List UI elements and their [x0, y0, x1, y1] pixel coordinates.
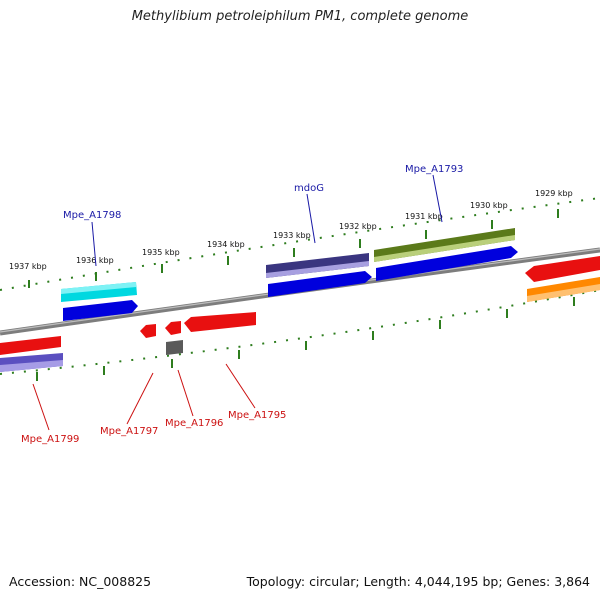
gene-mpe-a1796[interactable]	[165, 321, 181, 335]
accession-text: Accession: NC_008825	[9, 574, 152, 589]
gene-label-mpe-a1797[interactable]: Mpe_A1797	[100, 426, 158, 437]
gene-cds-forward[interactable]	[376, 246, 518, 281]
gene-label-mpe-a1793[interactable]: Mpe_A1793	[405, 164, 463, 175]
leader-line	[432, 174, 443, 223]
leader-line	[91, 221, 97, 267]
gene-mpe-a1796-grey	[166, 340, 183, 355]
gene-label-mpe-a1796[interactable]: Mpe_A1796	[165, 418, 223, 429]
gene-labels: Mpe_A1798 mdoG Mpe_A1793 Mpe_A1799 Mpe_A…	[21, 164, 463, 445]
gene-label-mpe-a1799[interactable]: Mpe_A1799	[21, 434, 79, 445]
outer-tick-track	[0, 197, 600, 291]
gene-mpe-a1797[interactable]	[140, 324, 156, 338]
leader-line	[225, 363, 256, 409]
leader-line	[126, 372, 154, 425]
inner-tick-track	[0, 289, 600, 375]
position-label: 1937 kbp	[9, 262, 47, 271]
reverse-strand-genes	[0, 256, 600, 372]
leader-line	[32, 383, 50, 431]
position-labels: 1937 kbp 1936 kbp 1935 kbp 1934 kbp 1933…	[9, 189, 573, 271]
gene-mpe-a1793-shadow	[374, 235, 515, 262]
gene-label-mdog[interactable]: mdoG	[294, 183, 324, 194]
leader-line	[177, 369, 194, 417]
gene-mdog-shadow	[266, 261, 369, 278]
gene-mpe-a1799[interactable]	[0, 336, 61, 355]
topology-text: Topology: circular; Length: 4,044,195 bp…	[246, 574, 590, 589]
leader-line	[306, 193, 316, 244]
forward-strand-genes	[61, 228, 518, 321]
gene-mpe-a1798-shadow	[61, 282, 136, 294]
major-ticks	[28, 209, 575, 381]
position-label: 1936 kbp	[76, 256, 114, 265]
position-label: 1934 kbp	[207, 240, 245, 249]
gene-label-mpe-a1798[interactable]: Mpe_A1798	[63, 210, 121, 221]
map-title: Methylibium petroleiphilum PM1, complete…	[131, 9, 469, 24]
position-label: 1932 kbp	[339, 222, 377, 231]
gene-cds-reverse[interactable]	[525, 256, 600, 282]
position-label: 1931 kbp	[405, 212, 443, 221]
leader-lines	[32, 174, 443, 431]
position-label: 1929 kbp	[535, 189, 573, 198]
gene-label-mpe-a1795[interactable]: Mpe_A1795	[228, 410, 286, 421]
position-label: 1930 kbp	[470, 201, 508, 210]
gene-cds-forward[interactable]	[63, 300, 138, 321]
gene-mpe-a1799-lower-shadow	[0, 360, 63, 372]
position-label: 1935 kbp	[142, 248, 180, 257]
position-label: 1933 kbp	[273, 231, 311, 240]
gene-cds-forward[interactable]	[268, 271, 372, 297]
gene-cds-orange-shadow	[527, 284, 600, 302]
gene-mpe-a1795[interactable]	[184, 312, 256, 332]
